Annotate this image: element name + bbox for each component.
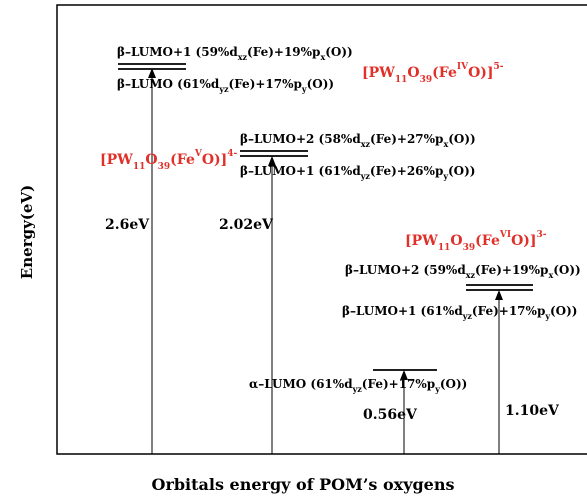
orbital-label-fe6-lower: β–LUMO+1 (61%dyz(Fe)+17%py(O)) [342,304,577,321]
y-axis-label: Energy(eV) [18,185,36,279]
arrowhead-fe4 [148,68,156,78]
orbital-label-fe5-upper: β–LUMO+2 (58%dxz(Fe)+27%px(O)) [240,132,476,149]
gap-arrows [148,68,503,454]
gap-label-fe5: 2.02eV [219,217,274,233]
x-axis-label: Orbitals energy of POM’s oxygens [152,475,455,494]
arrowhead-fe5 [268,156,276,166]
arrowhead-fe6-alpha [400,370,408,380]
orbital-label-fe6-upper: β–LUMO+2 (59%dxz(Fe)+19%px(O)) [345,263,581,280]
orbital-label-fe4-lower: β–LUMO (61%dyz(Fe)+17%py(O)) [117,77,334,94]
complex-label-fe4: [PW11O39(FeIVO)]5- [362,62,504,85]
complex-label-fe6: [PW11O39(FeVIO)]3- [405,230,547,253]
orbital-label-fe5-lower: β–LUMO+1 (61%dyz(Fe)+26%py(O)) [240,164,475,181]
orbital-label-fe6-alpha: α–LUMO (61%dyz(Fe)+17%py(O)) [249,377,467,394]
diagram-frame [56,4,587,455]
energy-levels [118,63,533,371]
gap-label-fe4: 2.6eV [105,217,150,233]
gap-label-fe6-alpha: 0.56eV [363,407,418,423]
gap-label-fe6-beta: 1.10eV [505,403,560,419]
complex-label-fe5: [PW11O39(FeVO)]4- [100,149,238,172]
arrowhead-fe6-beta [495,290,503,300]
orbital-label-fe4-upper: β–LUMO+1 (59%dxz(Fe)+19%px(O)) [117,45,353,62]
